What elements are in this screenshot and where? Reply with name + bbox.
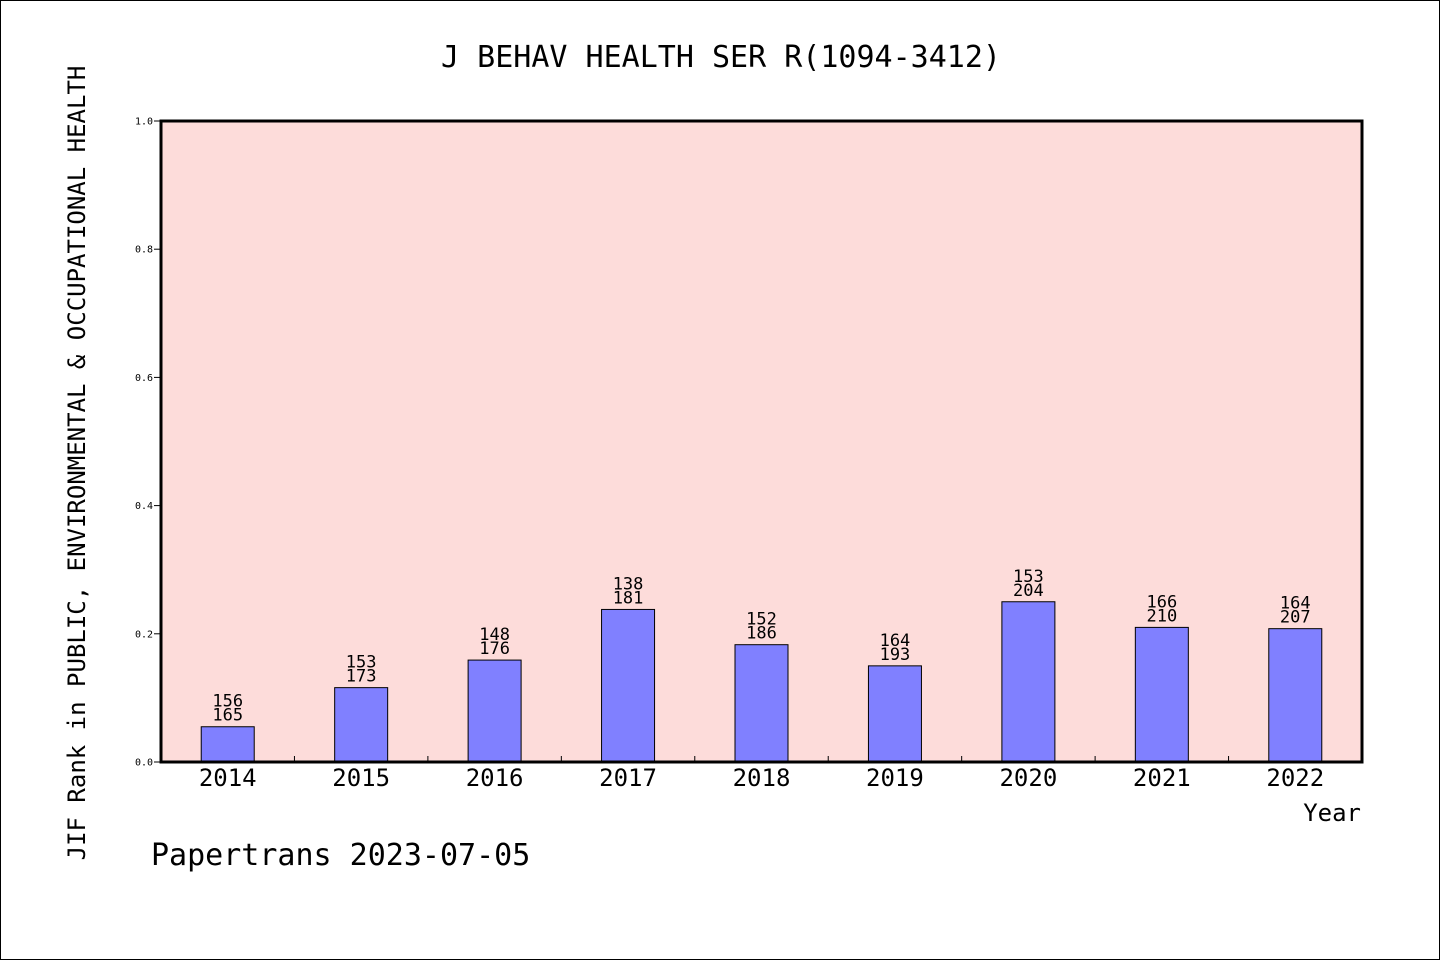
bar bbox=[1001, 601, 1056, 763]
x-tick-label: 2016 bbox=[466, 764, 524, 792]
bar bbox=[1134, 626, 1189, 763]
y-tick-label: 0.6 bbox=[135, 373, 153, 384]
x-tick-label: 2021 bbox=[1133, 764, 1191, 792]
x-tick-label: 2022 bbox=[1266, 764, 1324, 792]
bar-label-total: 165 bbox=[212, 706, 243, 726]
bar-label-rank: 153 bbox=[1013, 567, 1044, 587]
y-axis-ticks: 0.0 0.2 0.4 0.6 0.8 1.0 bbox=[135, 117, 161, 769]
bar bbox=[734, 644, 789, 763]
x-tick-label: 2018 bbox=[733, 764, 791, 792]
y-tick-label: 0.0 bbox=[135, 758, 153, 769]
bar-label-rank: 152 bbox=[746, 610, 777, 630]
bar-label-total: 207 bbox=[1280, 608, 1311, 628]
bar bbox=[467, 659, 522, 763]
x-tick-label: 2020 bbox=[999, 764, 1057, 792]
bar-label-rank: 148 bbox=[479, 625, 510, 645]
bar-label-rank: 138 bbox=[613, 574, 644, 594]
bar bbox=[867, 665, 922, 763]
y-axis-label: JIF Rank in PUBLIC, ENVIRONMENTAL & OCCU… bbox=[63, 66, 91, 861]
footer-source-date: Papertrans 2023-07-05 bbox=[151, 838, 530, 873]
y-tick-label: 0.2 bbox=[135, 629, 153, 640]
bar-label-total: 176 bbox=[479, 639, 510, 659]
y-tick-label: 0.4 bbox=[135, 501, 153, 512]
bar-label-total: 181 bbox=[613, 588, 644, 608]
chart-title: J BEHAV HEALTH SER R(1094-3412) bbox=[441, 40, 1001, 75]
bar-label-total: 204 bbox=[1013, 581, 1044, 601]
y-tick-label: 1.0 bbox=[135, 117, 153, 128]
bar-label-total: 186 bbox=[746, 624, 777, 644]
bar-label-rank: 164 bbox=[1280, 594, 1311, 614]
bar-label-total: 193 bbox=[880, 645, 911, 665]
bar-label-total: 210 bbox=[1146, 606, 1177, 626]
bar bbox=[334, 687, 389, 763]
bar-label-rank: 153 bbox=[346, 653, 377, 673]
bar-label-rank: 164 bbox=[880, 631, 911, 651]
x-axis-label: Year bbox=[1303, 799, 1361, 827]
bar-label-total: 173 bbox=[346, 667, 377, 687]
x-tick-label: 2014 bbox=[199, 764, 257, 792]
bar-label-rank: 156 bbox=[212, 692, 243, 712]
x-tick-label: 2017 bbox=[599, 764, 657, 792]
bar-label-rank: 166 bbox=[1146, 592, 1177, 612]
bar bbox=[200, 726, 255, 763]
x-axis-ticks: 2014 2015 2016 2017 2018 2019 2020 2021 2022 bbox=[199, 756, 1324, 792]
x-tick-label: 2019 bbox=[866, 764, 924, 792]
x-tick-label: 2015 bbox=[332, 764, 390, 792]
bar bbox=[601, 608, 656, 763]
bar bbox=[1268, 628, 1323, 763]
plot-border bbox=[159, 119, 1364, 764]
y-tick-label: 0.8 bbox=[135, 245, 153, 256]
